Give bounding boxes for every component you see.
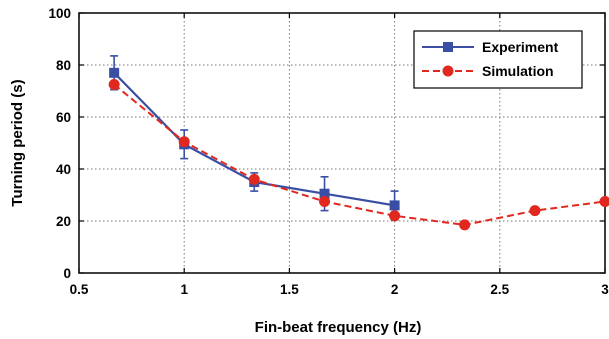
y-tick-label: 80 xyxy=(56,58,71,73)
legend-item-simulation: Simulation xyxy=(422,63,554,79)
data-point-simulation xyxy=(599,196,609,207)
legend-box xyxy=(413,30,583,89)
series-layer xyxy=(108,55,609,231)
y-tick-label: 0 xyxy=(63,266,71,281)
series-simulation xyxy=(108,79,609,231)
legend-label: Simulation xyxy=(482,63,554,79)
plot-frame xyxy=(78,12,606,274)
data-point-experiment xyxy=(319,188,330,199)
y-axis-title: Turning period (s) xyxy=(9,79,26,206)
data-point-simulation xyxy=(178,136,190,148)
x-tick-label: 3 xyxy=(601,282,609,297)
data-point-simulation xyxy=(319,196,331,207)
legend-label: Experiment xyxy=(482,39,559,55)
x-tick-label: 2 xyxy=(391,282,399,297)
x-tick-label: 1 xyxy=(180,282,188,297)
data-point-simulation xyxy=(389,210,401,222)
legend-item-experiment: Experiment xyxy=(422,39,559,55)
legend-marker xyxy=(443,42,453,52)
y-tick-label: 100 xyxy=(48,6,71,21)
data-point-simulation xyxy=(248,173,260,185)
y-tick-label: 60 xyxy=(56,110,71,125)
legend-marker xyxy=(442,65,454,77)
x-tick-label: 2.5 xyxy=(490,282,509,297)
data-point-experiment xyxy=(389,200,400,211)
legend: Experiment Simulation xyxy=(413,30,583,89)
data-point-experiment xyxy=(109,67,120,78)
x-tick-label: 0.5 xyxy=(70,282,89,297)
y-tick-label: 40 xyxy=(56,162,71,177)
data-point-simulation xyxy=(108,79,120,90)
x-axis-title: Fin-beat frequency (Hz) xyxy=(255,319,422,336)
data-point-simulation xyxy=(529,205,541,217)
data-point-simulation xyxy=(459,219,471,231)
y-tick-label: 20 xyxy=(56,214,71,229)
x-tick-label: 1.5 xyxy=(280,282,299,297)
series-experiment xyxy=(109,55,400,221)
series-line-simulation xyxy=(113,83,606,226)
axis-ticks: 0.5 1 1.5 2 2.5 3 0 20 40 60 80 100 xyxy=(48,6,609,297)
